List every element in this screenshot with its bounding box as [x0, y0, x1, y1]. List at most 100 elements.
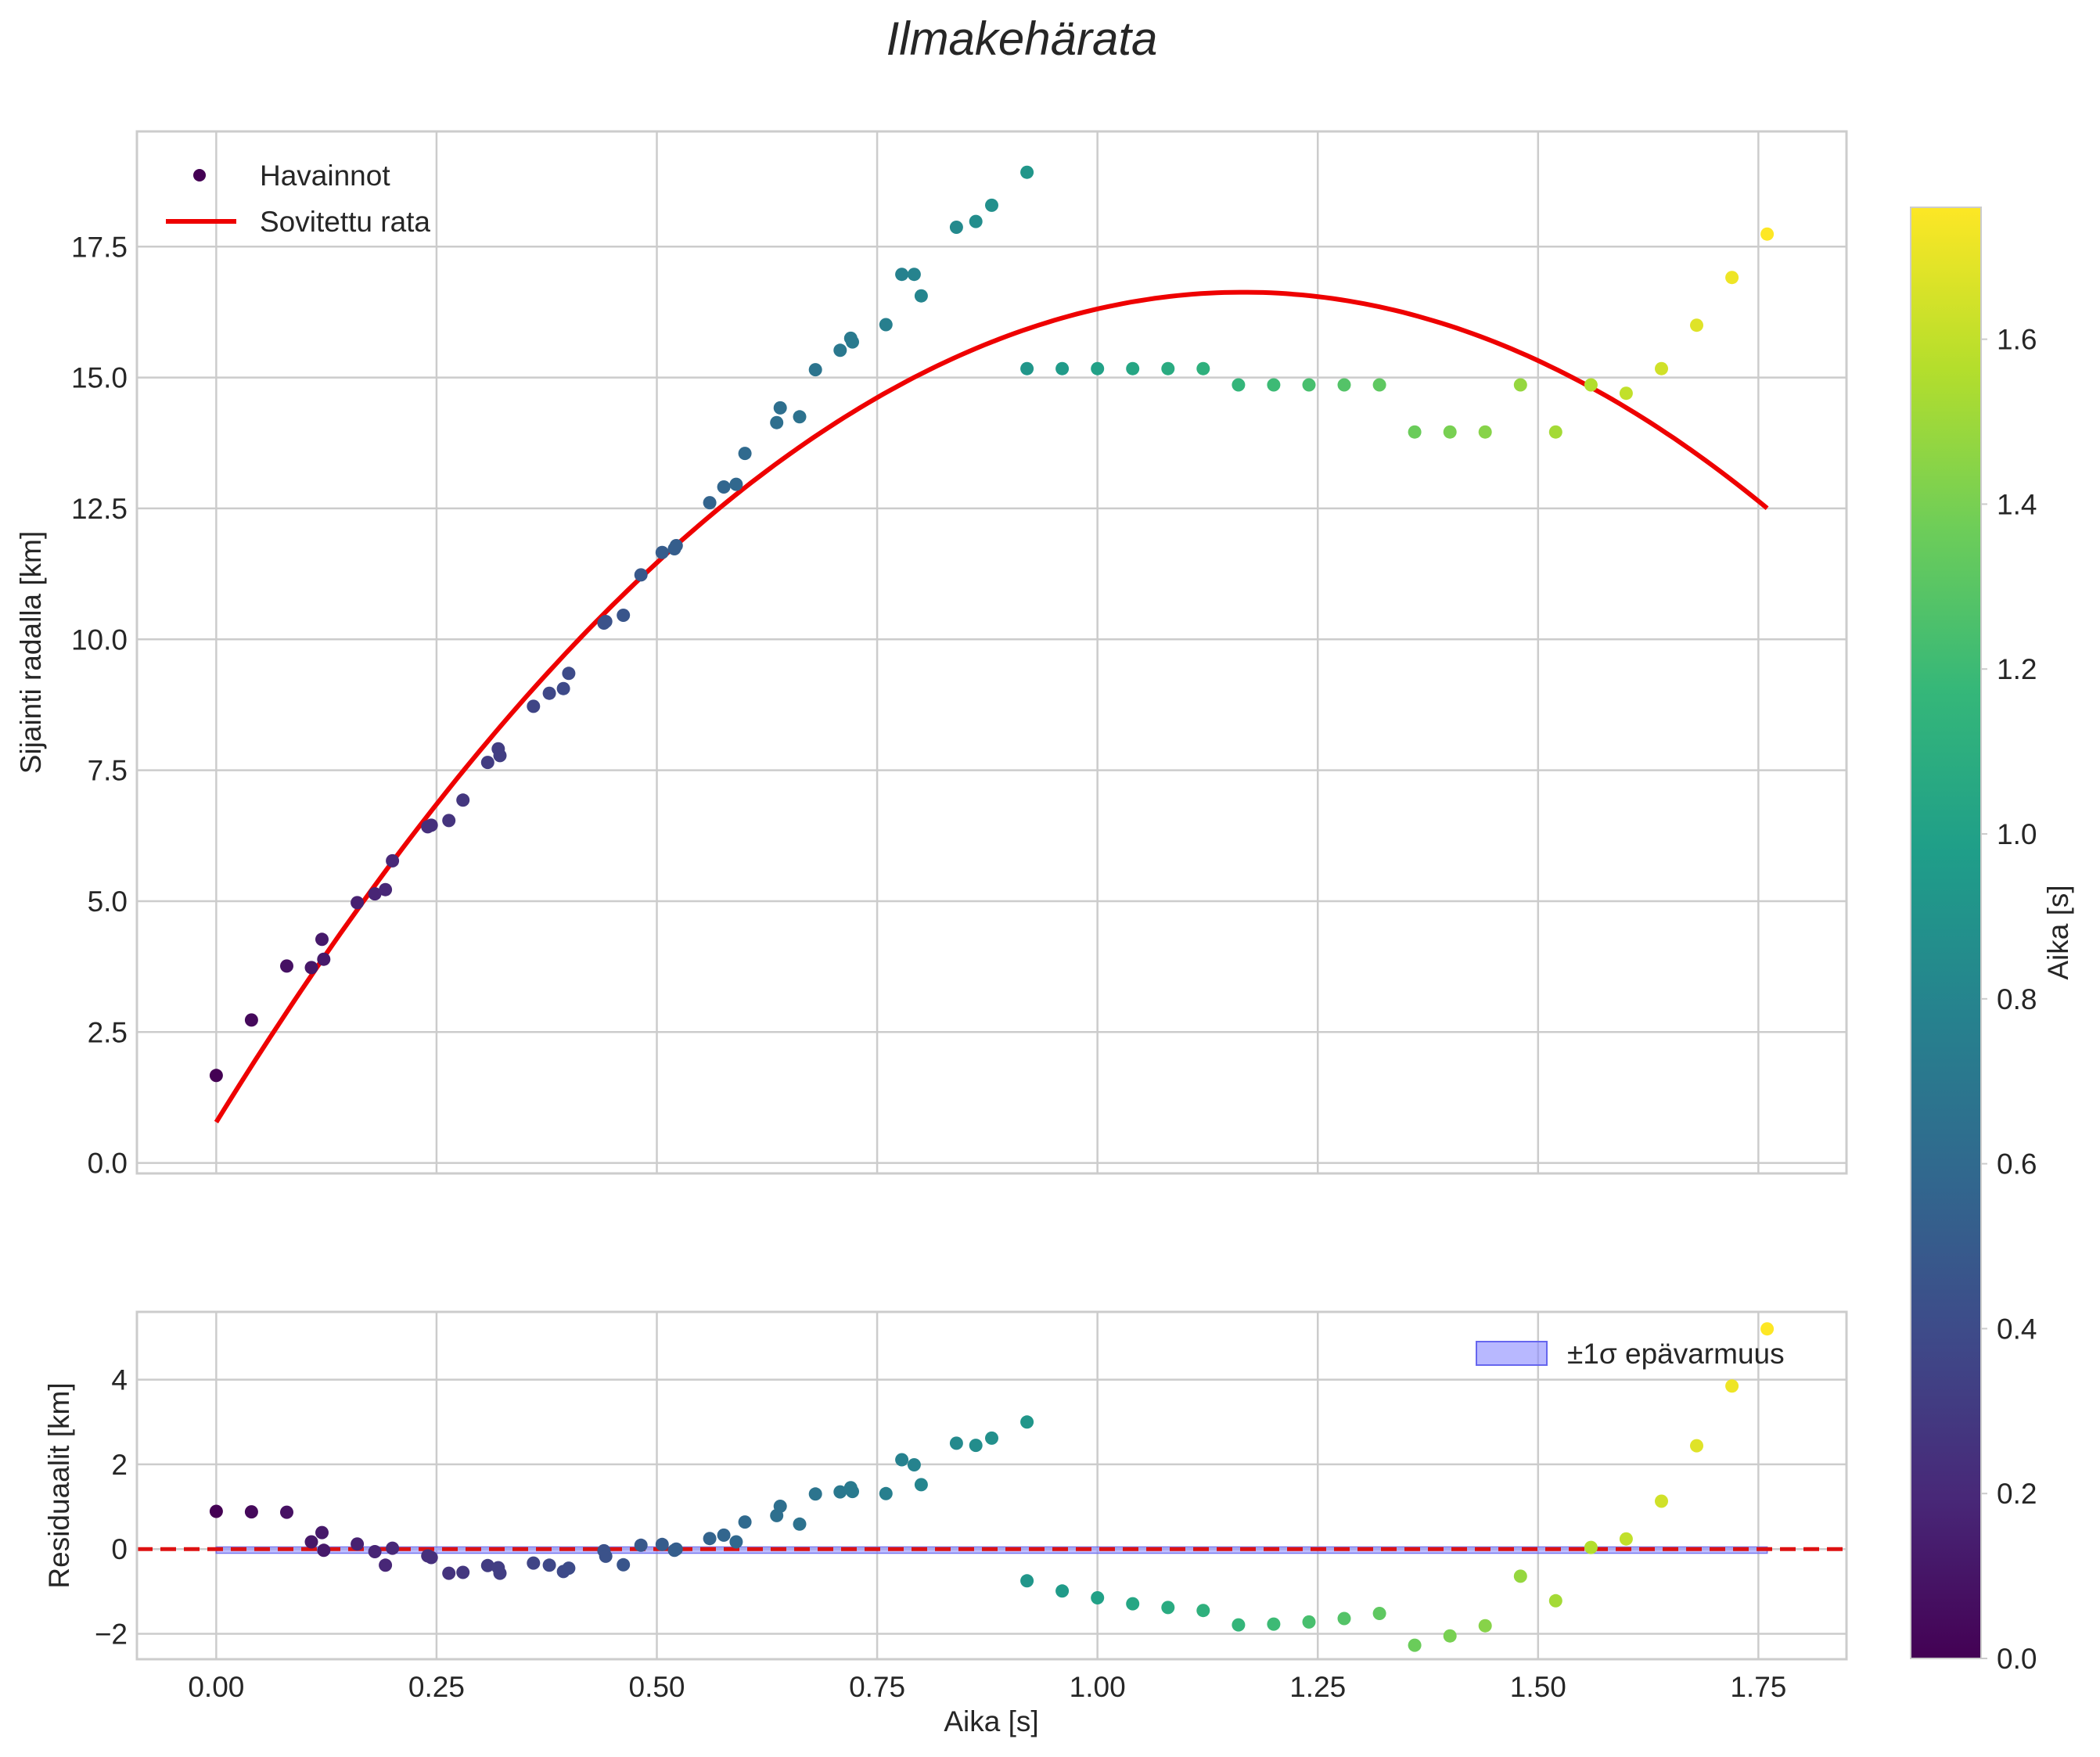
legend-label-fit: Sovitettu rata: [260, 206, 430, 238]
observation-point: [985, 198, 998, 212]
observation-point: [1443, 425, 1457, 439]
residual-point: [949, 1436, 963, 1450]
residual-point: [793, 1517, 807, 1531]
residual-point: [1548, 1594, 1562, 1608]
observation-point: [1161, 361, 1175, 375]
residual-point: [1020, 1415, 1034, 1429]
observation-point: [949, 221, 963, 234]
observation-point: [1655, 361, 1668, 375]
chart-title: Ilmakehärata: [886, 13, 1158, 65]
top-grid: [137, 131, 1846, 1173]
observation-point: [1478, 425, 1492, 439]
residual-point: [1408, 1638, 1422, 1652]
top-y-tick-label: 17.5: [71, 231, 128, 263]
bottom-y-tick-label: 0: [111, 1533, 128, 1565]
residual-point: [808, 1487, 822, 1501]
residual-point: [1302, 1615, 1316, 1629]
residual-point: [1478, 1619, 1492, 1633]
legend-marker-observations: [193, 169, 206, 181]
residual-point: [386, 1541, 400, 1555]
residual-point: [442, 1566, 456, 1580]
fitted-trajectory: [214, 289, 1769, 1123]
residual-point: [879, 1486, 893, 1500]
colorbar-gradient: [1910, 207, 1982, 1659]
legend-label-uncertainty: ±1σ epävarmuus: [1567, 1338, 1785, 1370]
top-y-tick-label: 0.0: [88, 1148, 128, 1180]
residual-point: [1196, 1604, 1210, 1618]
residual-point: [717, 1528, 731, 1542]
x-tick-label: 0.25: [408, 1671, 465, 1703]
observation-point: [527, 699, 541, 713]
colorbar-label: Aika [s]: [2042, 885, 2074, 979]
colorbar-tick-label: 1.2: [1997, 653, 2037, 685]
x-tick-label: 0.50: [629, 1671, 685, 1703]
residual-point: [351, 1537, 365, 1551]
bottom-y-axis-label: Residuaalit [km]: [43, 1382, 75, 1588]
residual-point: [379, 1558, 393, 1572]
residual-point: [669, 1542, 683, 1556]
residual-point: [729, 1535, 743, 1549]
residual-point: [1337, 1611, 1351, 1626]
residual-point: [1372, 1607, 1386, 1620]
observation-point: [351, 896, 365, 910]
colorbar-ticks: 0.0 0.2 0.4 0.6 0.8 1.0 1.2 1.4 1.6: [1981, 324, 2037, 1675]
observation-point: [634, 568, 648, 582]
observation-point: [617, 609, 631, 622]
legend-label-observations: Havainnot: [260, 160, 390, 192]
x-tick-label: 0.00: [188, 1671, 244, 1703]
top-y-tick-label: 5.0: [88, 886, 128, 918]
observation-point: [717, 480, 731, 494]
observation-point: [480, 756, 494, 770]
top-y-tick-label: 7.5: [88, 755, 128, 787]
residual-point: [1513, 1569, 1527, 1583]
fit-curve: [214, 289, 1769, 1123]
colorbar-tick-label: 1.4: [1997, 488, 2037, 520]
observation-point: [773, 401, 787, 415]
observation-point: [914, 289, 928, 303]
residual-point: [617, 1558, 631, 1572]
observation-point: [1619, 386, 1633, 401]
observation-point: [424, 818, 438, 832]
top-y-ticks: 0.0 2.5 5.0 7.5 10.0 12.5 15.0 17.5: [71, 231, 128, 1179]
colorbar-tick-label: 0.0: [1997, 1643, 2037, 1675]
observation-point: [1725, 271, 1739, 285]
residual-point: [456, 1565, 470, 1579]
residual-point: [914, 1478, 928, 1492]
observation-point: [1584, 378, 1598, 392]
bottom-panel-frame: [135, 1310, 1848, 1661]
residual-point: [244, 1505, 258, 1519]
observation-point: [315, 932, 329, 947]
top-y-axis-label: Sijainti radalla [km]: [15, 531, 47, 774]
observation-point: [379, 882, 393, 896]
observation-point: [969, 214, 983, 228]
residual-point: [1619, 1532, 1633, 1546]
top-y-tick-label: 15.0: [71, 362, 128, 394]
observation-point: [1267, 378, 1281, 392]
residual-point: [599, 1549, 613, 1563]
residual-point: [480, 1558, 494, 1572]
residual-point: [907, 1458, 921, 1471]
residual-point: [317, 1543, 331, 1558]
top-panel-frame: [135, 130, 1848, 1175]
residual-point: [368, 1545, 382, 1558]
residual-point: [773, 1500, 787, 1513]
residual-point: [634, 1538, 648, 1552]
colorbar-tick-label: 0.8: [1997, 983, 2037, 1015]
residual-point: [1055, 1584, 1070, 1598]
observation-points: [209, 165, 1775, 1083]
observation-point: [280, 959, 293, 973]
observation-point: [1302, 378, 1316, 392]
observation-point: [1055, 361, 1070, 375]
residual-point: [969, 1439, 983, 1453]
residual-point: [424, 1550, 438, 1565]
observation-point: [556, 681, 570, 695]
observation-point: [1091, 361, 1105, 375]
top-panel: 0.0 2.5 5.0 7.5 10.0 12.5 15.0 17.5 Sijainti ra…: [15, 130, 1848, 1180]
observation-point: [368, 887, 382, 901]
observation-point: [493, 749, 507, 763]
residual-point: [493, 1566, 507, 1580]
residual-point: [280, 1505, 293, 1519]
bottom-legend: ±1σ epävarmuus: [1476, 1338, 1785, 1370]
observation-point: [793, 410, 807, 424]
